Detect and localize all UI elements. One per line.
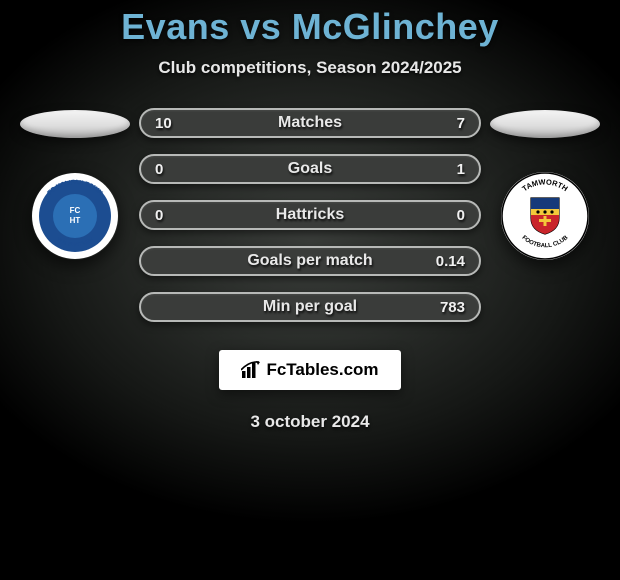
left-player-oval xyxy=(20,110,130,138)
stat-right-value: 0 xyxy=(433,207,465,224)
stat-row-matches: 10 Matches 7 xyxy=(139,108,481,138)
right-team-badge: TAMWORTH FOOTBALL CLUB xyxy=(501,172,589,260)
tamworth-badge-icon: TAMWORTH FOOTBALL CLUB xyxy=(501,172,589,260)
left-team-badge: FC HT FC HALIFAX TOWN FC HALIFAX TOWN TH xyxy=(31,172,119,260)
stat-right-value: 783 xyxy=(433,299,465,316)
stat-label: Hattricks xyxy=(276,206,344,224)
svg-text:HT: HT xyxy=(70,216,81,225)
halifax-badge-icon: FC HT FC HALIFAX TOWN FC HALIFAX TOWN TH xyxy=(31,172,119,260)
date-line: 3 october 2024 xyxy=(250,412,369,432)
stat-right-value: 1 xyxy=(433,161,465,178)
bar-chart-icon xyxy=(241,361,261,379)
stat-left-value: 0 xyxy=(155,207,187,224)
brand-suffix: Tables.com xyxy=(286,360,378,379)
content-wrapper: Evans vs McGlinchey Club competitions, S… xyxy=(0,0,620,580)
right-player-oval xyxy=(490,110,600,138)
left-player-col: FC HT FC HALIFAX TOWN FC HALIFAX TOWN TH xyxy=(15,108,135,260)
stat-label: Min per goal xyxy=(263,298,357,316)
stat-row-min-per-goal: Min per goal 783 xyxy=(139,292,481,322)
brand-box: FcTables.com xyxy=(219,350,400,390)
stat-row-hattricks: 0 Hattricks 0 xyxy=(139,200,481,230)
brand-text: FcTables.com xyxy=(266,360,378,380)
stat-row-goals-per-match: Goals per match 0.14 xyxy=(139,246,481,276)
stat-left-value: 10 xyxy=(155,115,187,132)
page-title: Evans vs McGlinchey xyxy=(121,6,499,48)
stat-label: Matches xyxy=(278,114,342,132)
right-player-col: TAMWORTH FOOTBALL CLUB xyxy=(485,108,605,260)
main-row: FC HT FC HALIFAX TOWN FC HALIFAX TOWN TH xyxy=(0,108,620,322)
stat-right-value: 0.14 xyxy=(433,253,465,270)
subtitle: Club competitions, Season 2024/2025 xyxy=(158,58,461,78)
brand-prefix: Fc xyxy=(266,360,286,379)
stat-label: Goals xyxy=(288,160,332,178)
svg-text:FC: FC xyxy=(70,206,81,215)
stat-left-value: 0 xyxy=(155,161,187,178)
stat-row-goals: 0 Goals 1 xyxy=(139,154,481,184)
stat-right-value: 7 xyxy=(433,115,465,132)
stat-label: Goals per match xyxy=(247,252,372,270)
stats-column: 10 Matches 7 0 Goals 1 0 Hattricks 0 Goa… xyxy=(135,108,485,322)
